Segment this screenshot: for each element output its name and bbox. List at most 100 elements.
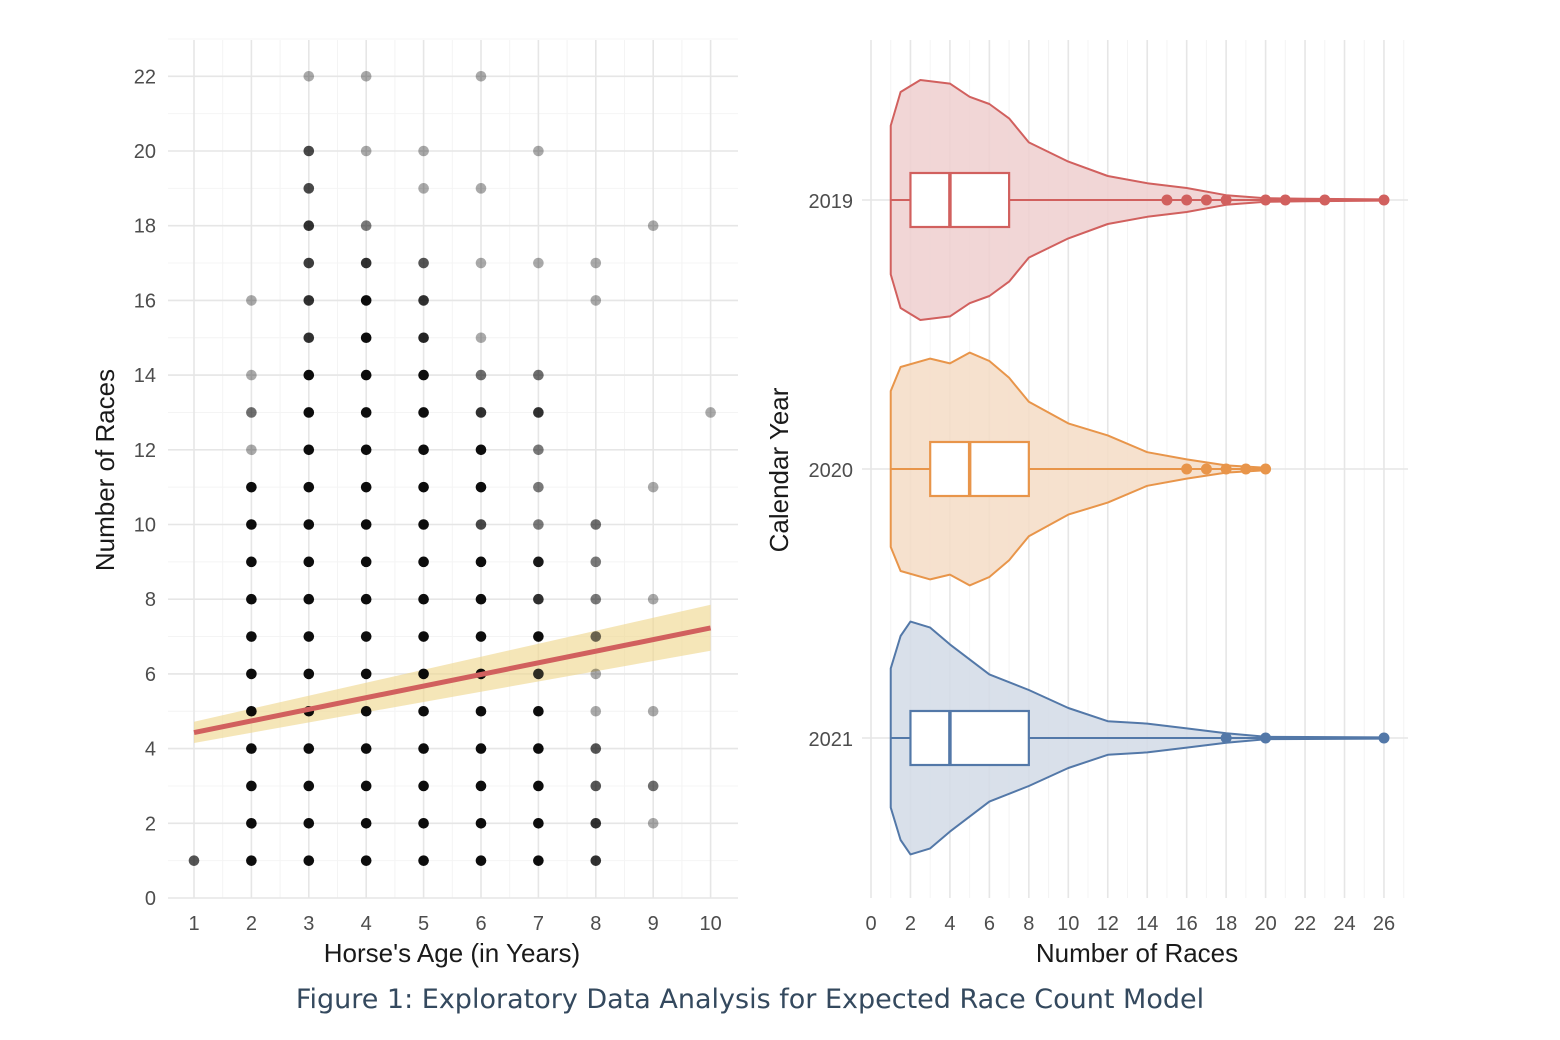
scatter-point — [418, 855, 429, 866]
scatter-point — [533, 743, 544, 754]
scatter-point — [303, 220, 315, 231]
scatter-point — [360, 220, 372, 231]
scatter-point — [246, 369, 257, 381]
x-tick-label: 26 — [1373, 913, 1395, 935]
y-tick-label: 18 — [134, 216, 156, 238]
scatter-point — [246, 668, 257, 680]
scatter-point — [533, 369, 544, 381]
violin-group-2019 — [889, 79, 1390, 321]
scatter-point — [533, 631, 544, 642]
scatter-point — [533, 668, 544, 680]
scatter-point — [647, 220, 659, 231]
y-tick-label: 6 — [145, 664, 156, 686]
x-tick-label: 4 — [944, 913, 955, 935]
x-tick-label: 16 — [1176, 913, 1198, 935]
x-tick-label: 0 — [865, 913, 876, 935]
x-tick-label: 6 — [475, 913, 486, 935]
y-tick-label: 14 — [134, 365, 156, 387]
scatter-point — [418, 183, 429, 194]
outlier-point — [1181, 194, 1193, 206]
scatter-point — [418, 743, 429, 754]
x-tick-label: 7 — [533, 913, 544, 935]
scatter-point — [475, 444, 487, 456]
x-tick-label: 20 — [1254, 913, 1276, 935]
scatter-point — [590, 705, 602, 717]
scatter-point — [647, 593, 659, 605]
outlier-point — [1378, 732, 1390, 744]
scatter-point — [418, 780, 429, 792]
scatter-point — [246, 631, 257, 642]
violin-group-2021 — [889, 620, 1390, 856]
scatter-point — [418, 295, 429, 306]
y-tick-label: 2021 — [809, 729, 854, 751]
trend-line — [193, 625, 712, 735]
scatter-point — [303, 818, 315, 829]
scatter-point — [590, 519, 602, 530]
scatter-point — [590, 631, 602, 642]
scatter-point — [303, 855, 315, 866]
scatter-point — [418, 332, 429, 344]
scatter-point — [475, 481, 487, 493]
scatter-point — [360, 556, 372, 568]
scatter-point — [590, 668, 602, 680]
scatter-point — [418, 407, 429, 418]
scatter-point — [590, 855, 602, 866]
y-tick-label: 12 — [134, 440, 156, 462]
scatter-point — [303, 145, 315, 157]
figure-caption: Figure 1: Exploratory Data Analysis for … — [295, 984, 1205, 1015]
outlier-point — [1240, 463, 1252, 475]
scatter-point — [360, 332, 372, 344]
scatter-point — [418, 481, 429, 493]
scatter-point — [360, 519, 372, 530]
x-tick-label: 8 — [590, 913, 601, 935]
box-iqr — [909, 171, 1011, 229]
x-tick-label: 18 — [1215, 913, 1237, 935]
outlier-point — [1161, 194, 1173, 206]
scatter-point — [533, 556, 544, 568]
x-tick-label: 1 — [188, 913, 199, 935]
outlier-point — [1378, 194, 1390, 206]
outlier-point — [1260, 194, 1272, 206]
y-tick-label: 8 — [145, 589, 156, 611]
scatter-point — [303, 295, 315, 306]
scatter-point — [303, 257, 315, 269]
outlier-point — [1319, 194, 1331, 206]
trend-line-group — [193, 625, 712, 735]
outlier-point — [1200, 463, 1212, 475]
scatter-point — [418, 593, 429, 605]
scatter-point — [303, 71, 315, 82]
scatter-point — [303, 369, 315, 381]
scatter-point — [475, 407, 487, 418]
scatter-point — [303, 631, 315, 642]
scatter-point — [246, 705, 257, 717]
scatter-point — [246, 855, 257, 866]
scatter-point — [246, 593, 257, 605]
scatter-point — [475, 369, 487, 381]
x-tick-label: 5 — [418, 913, 429, 935]
scatter-point — [246, 780, 257, 792]
violin-x-axis-label: Number of Races — [1036, 938, 1238, 968]
box-iqr — [909, 709, 1030, 767]
scatter-point — [418, 519, 429, 530]
scatter-point — [533, 519, 544, 530]
scatter-point — [533, 407, 544, 418]
scatter-point — [475, 71, 487, 82]
scatter-point — [418, 556, 429, 568]
scatter-point — [533, 705, 544, 717]
scatter-point — [533, 481, 544, 493]
outlier-point — [1220, 463, 1232, 475]
scatter-point — [360, 71, 372, 82]
scatter-point — [246, 407, 257, 418]
scatter-point — [246, 818, 257, 829]
scatter-point — [533, 855, 544, 866]
scatter-point — [705, 407, 716, 418]
x-tick-label: 12 — [1097, 913, 1119, 935]
scatter-point — [533, 593, 544, 605]
scatter-point — [590, 818, 602, 829]
scatter-point — [360, 631, 372, 642]
x-tick-label: 2 — [905, 913, 916, 935]
outlier-point — [1181, 463, 1193, 475]
